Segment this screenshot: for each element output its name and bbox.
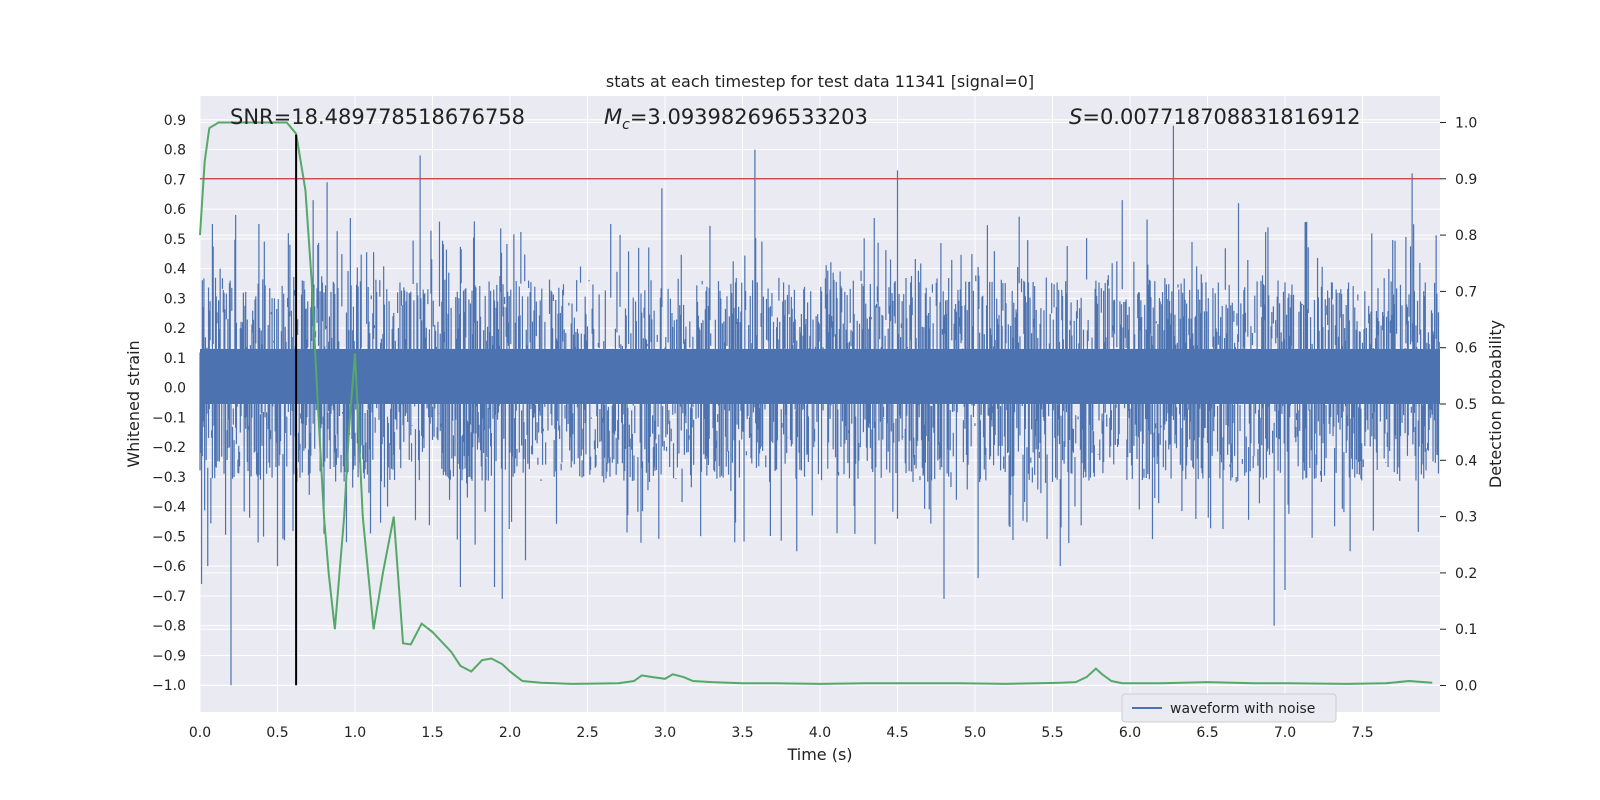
s-annotation: S=0.007718708831816912 [1069, 105, 1360, 129]
y-right-tick-label: 0.7 [1455, 284, 1477, 300]
y-left-tick-label: −0.1 [152, 410, 186, 426]
y-left-tick-label: −0.2 [152, 440, 186, 456]
y-left-tick-label: 0.7 [164, 172, 186, 188]
x-tick-label: 4.0 [809, 725, 831, 741]
x-tick-labels: 0.0 0.5 1.0 1.5 2.0 2.5 3.0 3.5 4.0 4.5 5.0 5.5 6.0 6… [189, 725, 1374, 741]
y-left-tick-label: −0.3 [152, 470, 186, 486]
y-right-tick-label: 0.3 [1455, 510, 1477, 526]
x-tick-label: 7.5 [1351, 725, 1373, 741]
y-right-tick-label: 1.0 [1455, 115, 1477, 131]
x-tick-label: 1.0 [344, 725, 366, 741]
x-tick-label: 3.5 [731, 725, 753, 741]
probability-series [199, 121, 1433, 685]
snr-annotation: SNR=18.489778518676758 [230, 105, 525, 129]
y-left-tick-label: 0.8 [164, 143, 186, 159]
x-tick-label: 2.5 [576, 725, 598, 741]
y-left-tick-label: 0.2 [164, 321, 186, 337]
mc-annotation: Mc=3.093982696533203 [604, 105, 868, 133]
x-tick-label: 1.5 [421, 725, 443, 741]
y-left-tick-label: 0.5 [164, 232, 186, 248]
legend-label: waveform with noise [1170, 701, 1315, 717]
y-left-tick-labels: 0.9 0.8 0.7 0.6 0.5 0.4 0.3 0.2 0.1 0.0 −0.1 −0.2 −0… [152, 113, 186, 694]
y-left-tick-label: 0.1 [164, 351, 186, 367]
y-left-tick-label: −0.8 [152, 619, 186, 635]
y-right-tick-label: 0.8 [1455, 228, 1477, 244]
y-left-tick-label: 0.4 [164, 262, 186, 278]
x-tick-label: 6.5 [1196, 725, 1218, 741]
y-left-tick-label: −0.6 [152, 559, 186, 575]
y-left-tick-label: −0.7 [152, 589, 186, 605]
y-axis-label-left: Whitened strain [124, 340, 143, 467]
x-tick-label: 2.0 [499, 725, 521, 741]
y-right-tick-label: 0.2 [1455, 566, 1477, 582]
y-right-tick-labels: 1.0 0.9 0.8 0.7 0.6 0.5 0.4 0.3 0.2 0.1 0.0 [1440, 115, 1477, 695]
y-right-tick-label: 0.4 [1455, 453, 1477, 469]
y-right-tick-label: 0.0 [1455, 679, 1477, 695]
y-left-tick-label: −1.0 [152, 678, 186, 694]
waveform-core-band [200, 348, 1440, 404]
x-tick-label: 5.0 [964, 725, 986, 741]
y-left-tick-label: 0.0 [164, 381, 186, 397]
probability-line [199, 121, 1433, 685]
x-tick-label: 6.0 [1119, 725, 1141, 741]
y-right-tick-label: 0.5 [1455, 397, 1477, 413]
y-left-tick-label: 0.9 [164, 113, 186, 129]
x-axis-label: Time (s) [786, 745, 852, 764]
y-left-tick-label: −0.9 [152, 648, 186, 664]
x-tick-label: 3.0 [654, 725, 676, 741]
y-left-tick-label: −0.4 [152, 500, 186, 516]
legend-box [1121, 693, 1337, 723]
y-right-tick-label: 0.1 [1455, 622, 1477, 638]
chart-title: stats at each timestep for test data 113… [606, 72, 1034, 91]
y-axis-label-right: Detection probability [1486, 320, 1505, 488]
y-left-tick-label: 0.3 [164, 291, 186, 307]
y-left-tick-label: −0.5 [152, 529, 186, 545]
y-right-tick-label: 0.9 [1455, 172, 1477, 188]
x-tick-label: 0.5 [266, 725, 288, 741]
y-left-tick-label: 0.6 [164, 202, 186, 218]
y-right-tick-label: 0.6 [1455, 341, 1477, 357]
x-tick-label: 0.0 [189, 725, 211, 741]
x-tick-label: 4.5 [886, 725, 908, 741]
x-tick-label: 7.0 [1274, 725, 1296, 741]
x-tick-label: 5.5 [1041, 725, 1063, 741]
waveform-series [199, 125, 1440, 686]
legend: waveform with noise [1121, 693, 1337, 723]
